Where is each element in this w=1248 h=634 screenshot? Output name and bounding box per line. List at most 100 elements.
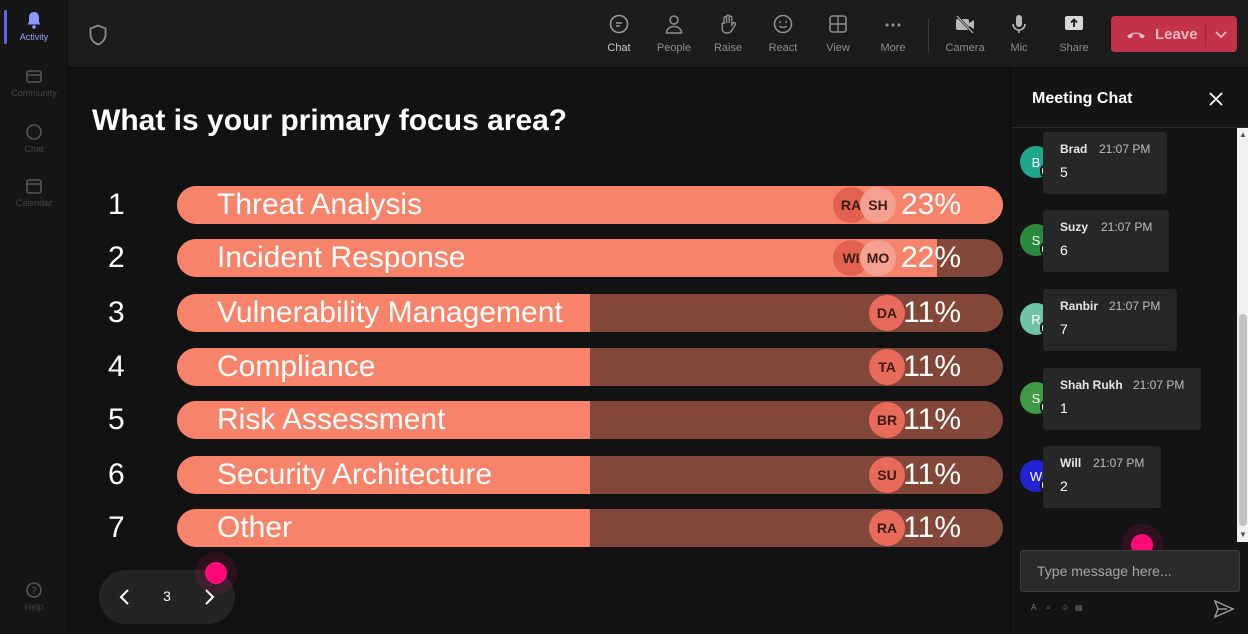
chevron-down-icon[interactable]: [1212, 25, 1230, 43]
option-label: Threat Analysis: [217, 188, 423, 221]
poll-option-row[interactable]: 6 Security Architecture SU 11%: [68, 455, 1010, 495]
chat-message: Suzy 21:07 PM 6: [1043, 210, 1169, 272]
rail-item-activity[interactable]: Activity: [0, 0, 68, 54]
toolbar-label: People: [656, 42, 692, 54]
gif-icon[interactable]: ▤: [1075, 603, 1083, 612]
option-number: 1: [108, 188, 125, 221]
message-text: 2: [1060, 478, 1068, 494]
format-icon[interactable]: A: [1031, 603, 1037, 612]
rail-item-help[interactable]: ? Help: [0, 570, 68, 624]
toolbar-chat-button[interactable]: Chat: [593, 10, 645, 71]
rail-item-label: Community: [11, 88, 57, 98]
option-bar-fill: [177, 509, 590, 547]
chat-title: Meeting Chat: [1032, 90, 1133, 107]
voter-avatar: MO: [860, 240, 896, 276]
meeting-toolbar: Chat People Raise React View More Camera: [68, 0, 1248, 71]
chat-scrollbar[interactable]: ▲ ▼: [1237, 128, 1248, 542]
chat-header: Meeting Chat: [1011, 68, 1248, 128]
toolbar-view-button[interactable]: View: [812, 10, 864, 62]
help-icon: ?: [26, 582, 42, 598]
option-percent: 11%: [903, 511, 961, 544]
message-text: 1: [1060, 400, 1068, 416]
message-text: 6: [1060, 242, 1068, 258]
option-number: 2: [108, 241, 125, 274]
toolbar-label: Chat: [607, 42, 631, 54]
poll-option-row[interactable]: 2 Incident Response WI MO 22%: [68, 238, 1010, 278]
poll-option-row[interactable]: 7 Other RA 11%: [68, 508, 1010, 548]
toolbar-share-button[interactable]: Share: [1048, 10, 1100, 62]
option-label: Risk Assessment: [217, 403, 446, 436]
option-label: Other: [217, 511, 293, 544]
toolbar-more-button[interactable]: More: [867, 10, 919, 62]
toolbar-mic-button[interactable]: Mic: [993, 10, 1045, 62]
message-sender: Brad: [1060, 142, 1088, 156]
toolbar-camera-button[interactable]: Camera: [939, 10, 991, 62]
message-text: 7: [1060, 321, 1068, 337]
chevron-right-icon[interactable]: [197, 585, 221, 609]
toolbar-react-button[interactable]: React: [757, 10, 809, 62]
community-icon: [26, 70, 42, 83]
scrollbar-thumb[interactable]: [1239, 314, 1247, 526]
scroll-up-arrow[interactable]: ▲: [1239, 130, 1247, 139]
phone-hangup-icon: [1127, 32, 1145, 39]
message-text: 5: [1060, 164, 1068, 180]
message-sender: Will: [1060, 456, 1082, 470]
option-percent: 23%: [900, 188, 961, 221]
option-percent: 11%: [903, 296, 961, 329]
rail-item-chat[interactable]: Chat: [0, 112, 68, 166]
people-icon: [665, 15, 683, 34]
leave-divider: [1205, 22, 1206, 46]
option-label: Security Architecture: [217, 458, 493, 491]
voter-avatar: DA: [869, 295, 905, 331]
send-icon[interactable]: [1213, 599, 1235, 619]
scroll-down-arrow[interactable]: ▼: [1239, 530, 1247, 539]
shield-icon[interactable]: [88, 24, 108, 46]
poll-option-row[interactable]: 3 Vulnerability Management DA 11%: [68, 293, 1010, 333]
page-number: 3: [163, 588, 171, 604]
message-time: 21:07 PM: [1109, 299, 1161, 313]
option-number: 3: [108, 296, 125, 329]
attach-icon[interactable]: ⌕: [1046, 603, 1051, 612]
poll-question: What is your primary focus area?: [92, 104, 568, 137]
voter-avatar: BR: [869, 402, 905, 438]
voter-avatar: TA: [869, 349, 905, 385]
poll-option-row[interactable]: 1 Threat Analysis RA SH 23%: [68, 185, 1010, 225]
toolbar-label: Share: [1059, 42, 1089, 54]
close-icon[interactable]: [1207, 90, 1225, 108]
toolbar-label: More: [880, 42, 906, 54]
option-number: 7: [108, 511, 125, 544]
option-number: 6: [108, 458, 125, 491]
poll-option-row[interactable]: 4 Compliance TA 11%: [68, 347, 1010, 387]
svg-text:?: ?: [31, 586, 36, 597]
chat-message: Brad 21:07 PM 5: [1043, 132, 1167, 194]
option-bar: Other RA 11%: [177, 509, 1003, 547]
toolbar-raise-button[interactable]: Raise: [702, 10, 754, 62]
hand-icon: [721, 14, 737, 34]
option-bar: Incident Response WI MO 22%: [177, 239, 1003, 277]
option-percent: 11%: [903, 403, 961, 436]
message-sender: Shah Rukh: [1060, 378, 1123, 392]
meeting-chat-panel: Meeting Chat B Brad 21:07 PM 5 S Suzy 21:07 PM…: [1010, 68, 1248, 634]
cursor-pointer-dot: [205, 562, 227, 584]
chevron-left-icon[interactable]: [113, 585, 137, 609]
emoji-icon[interactable]: ☺: [1061, 603, 1070, 612]
toolbar-label: Raise: [713, 42, 743, 54]
message-time: 21:07 PM: [1093, 456, 1145, 470]
voter-avatar: RA: [869, 510, 905, 546]
smiley-icon: [773, 14, 793, 34]
rail-item-calendar[interactable]: Calendar: [0, 166, 68, 220]
option-percent: 11%: [903, 350, 961, 383]
chat-message-input[interactable]: [1020, 550, 1240, 592]
option-bar-fill: [177, 456, 590, 494]
poll-panel: What is your primary focus area? 1 Threat…: [68, 68, 1010, 634]
rail-item-community[interactable]: Community: [0, 56, 68, 110]
poll-option-row[interactable]: 5 Risk Assessment BR 11%: [68, 400, 1010, 440]
option-bar-fill: [177, 294, 590, 332]
toolbar-people-button[interactable]: People: [648, 10, 700, 62]
option-label: Compliance: [217, 350, 376, 383]
rail-item-label: Help: [24, 602, 44, 612]
camera-off-icon: [956, 15, 974, 34]
leave-button[interactable]: Leave: [1111, 16, 1237, 52]
rail-item-label: Calendar: [15, 198, 53, 208]
option-bar-fill: [177, 239, 937, 277]
